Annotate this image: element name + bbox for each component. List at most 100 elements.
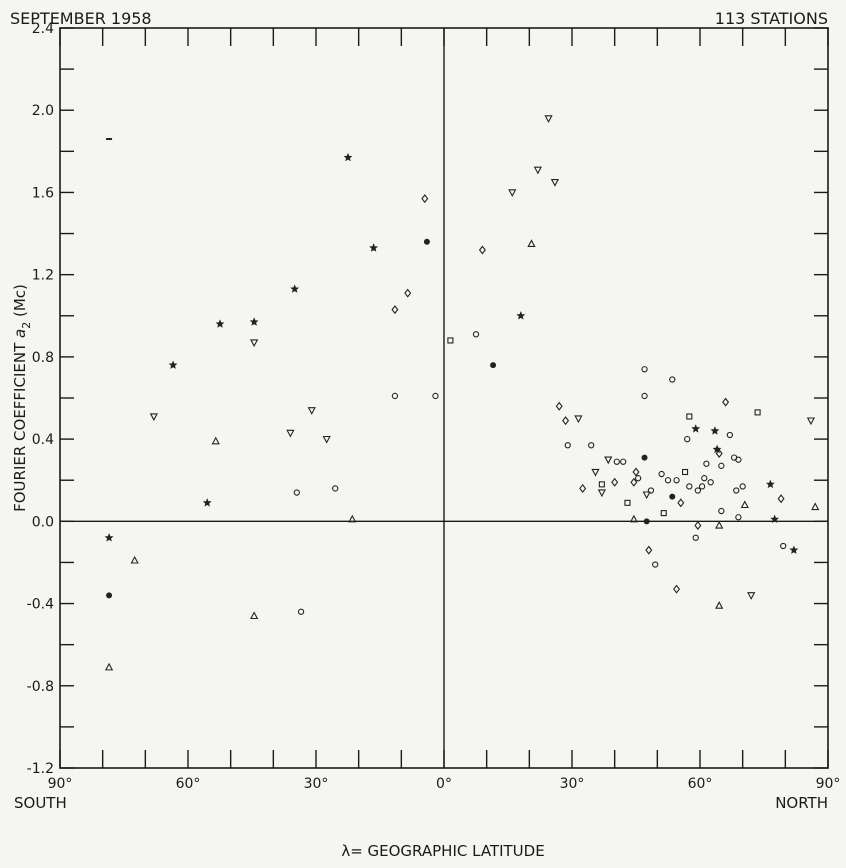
data-point-triangle-up: [715, 601, 724, 609]
data-point-dot: [490, 362, 497, 369]
data-point-star: [710, 426, 720, 435]
data-point-triangle-down: [307, 407, 316, 415]
data-point-circle: [669, 376, 676, 383]
data-points: [104, 115, 820, 671]
data-point-circle: [588, 442, 595, 449]
x-tick-label: 30°: [560, 776, 585, 792]
x-tick-label: 30°: [304, 776, 329, 792]
data-point-dot: [641, 454, 648, 461]
x-tick-label: 90°: [816, 776, 841, 792]
data-point-circle: [726, 431, 734, 439]
data-point-square: [624, 499, 631, 506]
y-label-subscript: 2: [20, 322, 33, 329]
station-count: 113 STATIONS: [715, 9, 828, 28]
data-point-diamond: [673, 584, 681, 594]
data-point-circle: [686, 483, 693, 490]
data-point-star: [789, 545, 799, 554]
data-point-circle: [391, 392, 399, 400]
data-point-circle: [293, 489, 300, 496]
data-point-triangle-down: [322, 435, 331, 444]
data-point-circle: [718, 462, 725, 469]
data-point-triangle-down: [604, 456, 613, 465]
data-point-triangle-up: [250, 611, 259, 620]
data-point-diamond: [677, 498, 685, 508]
data-point-diamond: [555, 401, 563, 411]
data-point-triangle-down: [806, 417, 816, 426]
data-point-triangle-up: [527, 239, 536, 247]
data-point-diamond: [645, 545, 653, 555]
y-tick-label: 1.6: [32, 185, 54, 201]
data-point-triangle-down: [286, 429, 295, 438]
data-point-triangle-up: [104, 662, 114, 671]
data-point-triangle-down: [597, 489, 606, 498]
south-label: SOUTH: [14, 794, 67, 812]
y-tick-label: -0.4: [27, 597, 54, 613]
data-point-circle: [641, 366, 648, 373]
data-point-circle: [620, 458, 627, 465]
north-label: NORTH: [775, 794, 828, 812]
data-point-circle: [684, 435, 691, 443]
y-label-symbol: a: [11, 329, 29, 338]
data-point-circle: [332, 485, 339, 492]
data-point-circle: [692, 534, 699, 541]
y-tick-label: 2.4: [32, 21, 54, 37]
data-point-diamond: [611, 477, 619, 487]
data-point-star: [765, 479, 775, 489]
data-point-triangle-down: [149, 413, 158, 422]
data-point-circle: [694, 487, 702, 494]
data-point-triangle-up: [715, 520, 724, 529]
data-point-star: [249, 317, 259, 326]
y-axis-label: FOURIER COEFFICIENT a2 (Mc): [11, 284, 33, 512]
data-point-circle: [703, 460, 710, 467]
data-point-diamond: [391, 305, 399, 315]
y-tick-label: 0.8: [32, 350, 54, 366]
data-point-dot: [423, 238, 430, 245]
data-point-circle: [718, 507, 725, 515]
data-point-star: [516, 311, 526, 320]
data-point-diamond: [722, 397, 730, 407]
x-tick-label: 90°: [48, 776, 73, 792]
data-point-triangle-down: [747, 592, 756, 600]
y-tick-label: 0.4: [32, 432, 54, 448]
data-point-circle: [658, 470, 665, 478]
data-point-triangle-down: [508, 189, 517, 198]
data-point-circle: [297, 608, 305, 615]
data-point-circle: [641, 392, 648, 400]
data-point-triangle-up: [811, 502, 820, 511]
data-point-star: [343, 152, 353, 162]
data-point-triangle-down: [533, 166, 542, 175]
data-point-diamond: [478, 245, 486, 255]
data-point-triangle-up: [740, 500, 749, 509]
data-point-diamond: [715, 449, 723, 458]
y-tick-label: 2.0: [32, 103, 54, 119]
x-tick-label: 0°: [436, 776, 452, 792]
data-point-circle: [673, 477, 680, 484]
y-label-main: FOURIER COEFFICIENT: [11, 338, 29, 512]
data-point-circle: [664, 477, 672, 484]
y-tick-label: -0.8: [27, 679, 54, 695]
data-point-circle: [634, 475, 642, 482]
x-tick-label: 60°: [176, 776, 201, 792]
tick-labels: 2.42.01.61.20.80.40.0-0.4-0.8-1.290° 60° 3…: [27, 21, 841, 792]
data-point-diamond: [562, 416, 570, 426]
data-point-star: [691, 424, 701, 433]
data-point-circle: [564, 442, 571, 449]
data-point-star: [104, 533, 114, 542]
data-point-dot: [643, 518, 650, 525]
data-point-diamond: [421, 194, 429, 204]
x-axis-label: λ= GEOGRAPHIC LATITUDE: [341, 842, 544, 860]
data-point-dot: [669, 493, 676, 500]
data-point-square: [754, 409, 761, 416]
data-point-triangle-down: [574, 415, 583, 424]
data-point-diamond: [404, 288, 412, 298]
data-point-circle: [647, 487, 655, 494]
y-tick-label: 0.0: [32, 514, 54, 530]
data-point-triangle-up: [348, 514, 357, 523]
data-point-circle: [613, 458, 620, 465]
data-point-triangle-down: [250, 339, 259, 348]
data-point-square: [598, 481, 605, 488]
data-point-diamond: [777, 494, 785, 504]
data-point-circle: [698, 483, 706, 490]
data-point-diamond: [694, 520, 702, 530]
